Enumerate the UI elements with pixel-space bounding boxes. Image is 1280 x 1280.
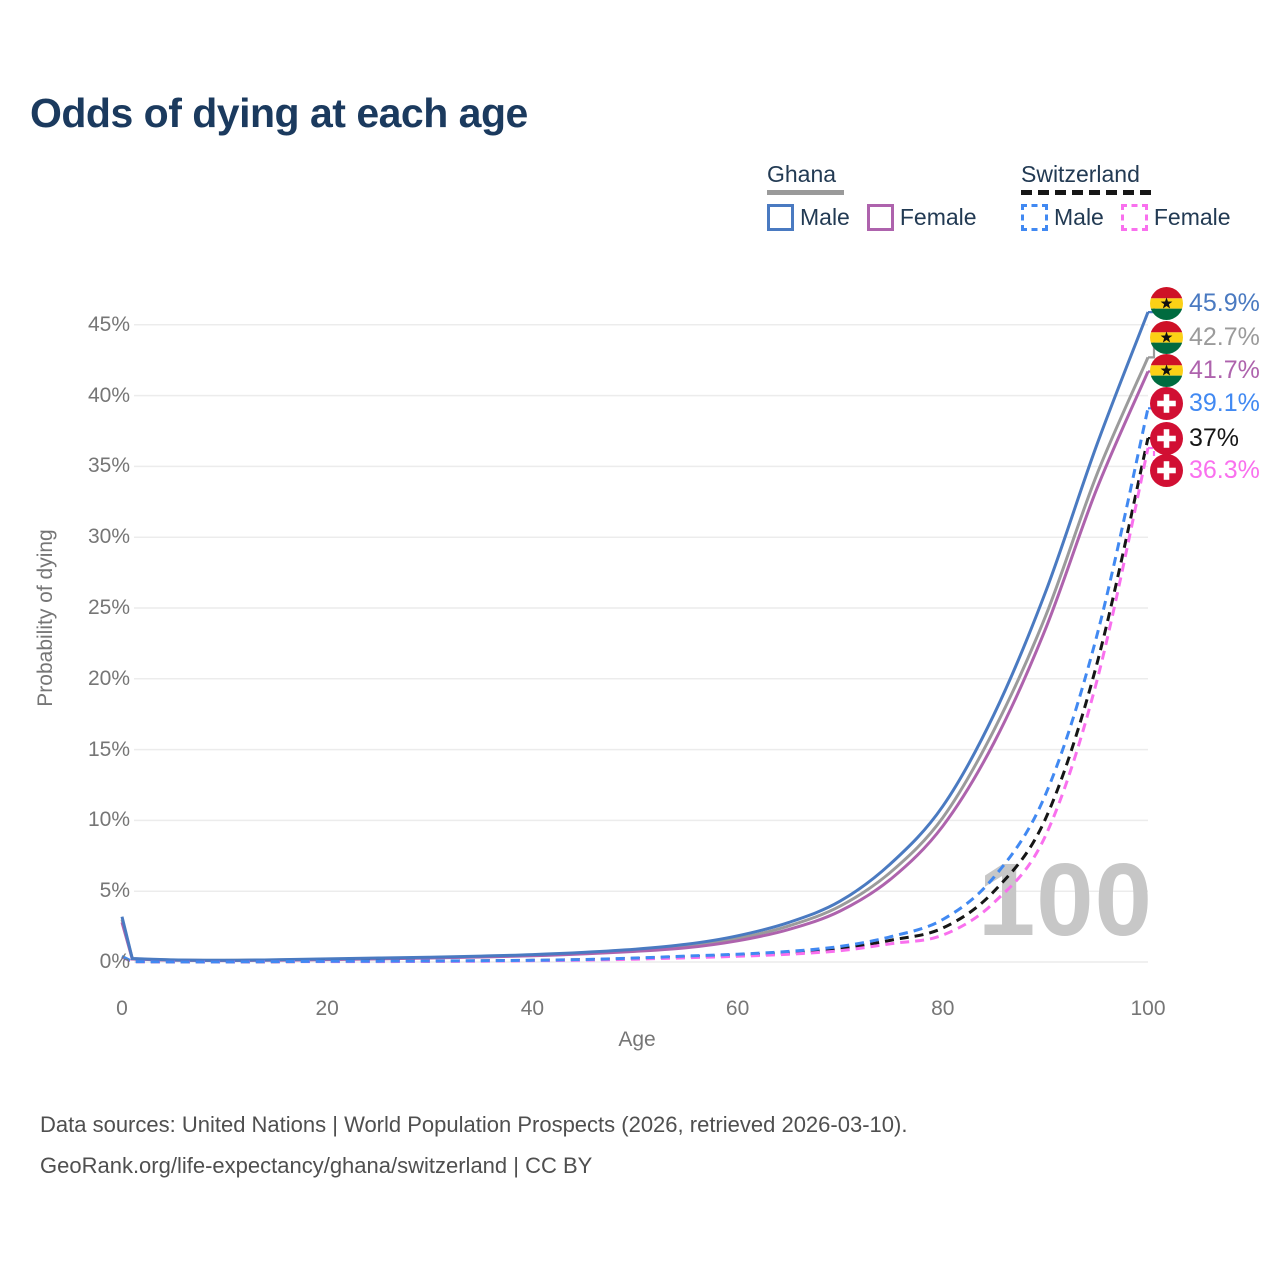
end-label-swiss-male: 39.1% — [1150, 387, 1260, 420]
y-tick-label-35: 35% — [87, 454, 130, 478]
switzerland-flag-icon — [1150, 422, 1183, 455]
ghana-flag-icon — [1150, 354, 1183, 387]
x-axis-title: Age — [618, 1028, 656, 1051]
ghana-flag-icon — [1150, 321, 1183, 354]
y-tick-label-40: 40% — [87, 383, 130, 407]
y-tick-label-15: 15% — [87, 737, 130, 761]
page-title: Odds of dying at each age — [30, 90, 528, 136]
ghana-flag — [1150, 321, 1183, 354]
legend-label-switzerland-male: Male — [1054, 204, 1104, 230]
age-counter-watermark: 100 — [978, 842, 1153, 957]
end-label-ghana-both: 42.7% — [1150, 321, 1260, 354]
ghana-solid-line-sample — [767, 190, 844, 195]
end-value-ghana-male: 45.9% — [1189, 289, 1260, 317]
end-label-ghana-female: 41.7% — [1150, 354, 1260, 387]
y-tick-label-30: 30% — [87, 525, 130, 549]
end-value-swiss-male: 39.1% — [1189, 389, 1260, 417]
switzerland-flag — [1150, 422, 1183, 455]
end-value-ghana-both: 42.7% — [1189, 323, 1260, 351]
legend-item-ghana-female[interactable]: Female — [866, 204, 977, 231]
ghana-flag — [1150, 354, 1183, 387]
switzerland-flag-icon — [1150, 454, 1183, 487]
legend-item-switzerland-male[interactable]: Male — [1021, 204, 1104, 231]
legend-group-switzerland: Switzerland Male Female — [1021, 161, 1248, 231]
switzerland-flag-icon — [1150, 387, 1183, 420]
y-tick-label-25: 25% — [87, 596, 130, 619]
end-label-swiss-both: 37% — [1150, 422, 1239, 455]
end-value-swiss-female: 36.3% — [1189, 456, 1260, 484]
legend-label-ghana-female: Female — [899, 204, 977, 230]
switzerland-flag — [1150, 454, 1183, 487]
legend-item-ghana-male[interactable]: Male — [767, 204, 850, 231]
y-tick-label-20: 20% — [87, 666, 130, 690]
end-label-ghana-male: 45.9% — [1150, 287, 1260, 320]
ghana-male-checkbox-icon — [767, 204, 794, 231]
switzerland-male-checkbox-icon — [1021, 204, 1048, 231]
x-tick-label-80: 80 — [931, 997, 955, 1020]
switzerland-dashed-line-sample — [1021, 190, 1154, 195]
y-tick-label-5: 5% — [99, 879, 130, 903]
ghana-flag-icon — [1150, 287, 1183, 320]
footer-data-sources: Data sources: United Nations | World Pop… — [40, 1112, 908, 1137]
ghana-female-checkbox-icon — [866, 204, 894, 231]
x-tick-label-20: 20 — [315, 997, 339, 1020]
legend-items-switzerland: Male Female — [1021, 204, 1248, 231]
x-tick-label-40: 40 — [520, 997, 545, 1020]
x-tick-label-60: 60 — [725, 997, 750, 1020]
legend-ghana-title: Ghana — [767, 161, 837, 187]
legend-item-switzerland-female[interactable]: Female — [1120, 204, 1231, 231]
legend-items-ghana: Male Female — [767, 204, 994, 231]
switzerland-flag — [1150, 387, 1183, 420]
x-tick-label-0: 0 — [116, 997, 128, 1020]
y-tick-label-0: 0% — [99, 950, 130, 973]
footer: Data sources: United Nations | World Pop… — [40, 1104, 907, 1186]
footer-attribution: GeoRank.org/life-expectancy/ghana/switze… — [40, 1153, 593, 1178]
legend-label-switzerland-female: Female — [1153, 204, 1231, 230]
legend-switzerland-title: Switzerland — [1021, 161, 1140, 187]
switzerland-female-checkbox-icon — [1120, 204, 1148, 231]
end-label-swiss-female: 36.3% — [1150, 454, 1260, 487]
x-tick-label-100: 100 — [1130, 997, 1166, 1020]
end-value-ghana-female: 41.7% — [1189, 356, 1260, 384]
legend-label-ghana-male: Male — [800, 204, 850, 230]
legend-group-ghana: Ghana Male Female — [767, 161, 994, 231]
y-tick-label-10: 10% — [87, 808, 130, 832]
ghana-flag — [1150, 287, 1183, 320]
y-tick-label-45: 45% — [87, 312, 130, 336]
end-value-swiss-both: 37% — [1189, 424, 1240, 452]
